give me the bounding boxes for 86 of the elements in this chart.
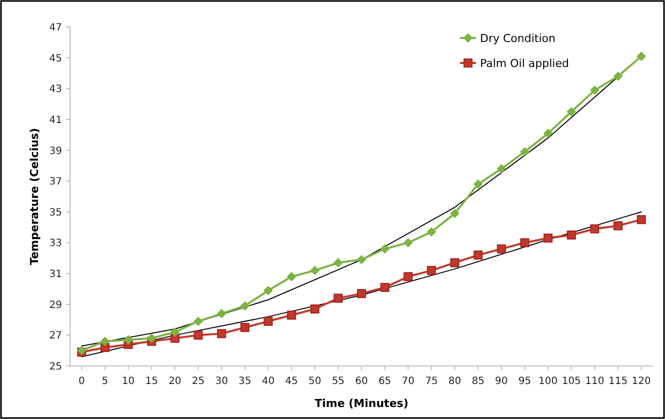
point [404,272,413,282]
point [217,329,226,338]
point [636,52,646,61]
x-tick-label: 20 [168,376,182,387]
legend-label: Palm Oil applied [480,56,569,70]
y-tick-label: 39 [49,146,62,157]
point [590,86,600,95]
x-tick-label: 90 [495,376,508,387]
point [496,244,506,254]
y-tick-label: 27 [49,330,62,342]
point [334,258,343,268]
point [614,72,623,81]
x-tick-label: 115 [608,376,628,387]
x-tick-label: 60 [355,376,368,387]
point [194,316,203,326]
x-tick-label: 0 [78,376,85,387]
y-tick-label: 37 [49,176,62,188]
point [544,128,553,138]
legend-label: Dry Condition [480,32,556,45]
point [380,282,390,292]
x-tick-label: 100 [538,376,558,387]
point [426,227,436,236]
y-tick-label: 33 [49,238,62,250]
x-tick-label: 95 [518,376,532,387]
point [170,328,180,337]
x-tick-label: 120 [632,376,651,387]
x-tick-label: 80 [448,376,462,387]
point [264,286,273,295]
point [240,301,250,310]
point [194,330,203,340]
point [474,250,483,260]
x-tick-label: 70 [402,376,415,387]
point [287,272,296,282]
x-tick-label: 35 [238,376,252,387]
point [590,224,600,234]
point [614,221,623,230]
point [566,230,576,240]
x-tick-label: 110 [585,376,604,387]
point [357,289,366,298]
x-tick-label: 65 [378,376,392,387]
point [450,208,460,218]
point [566,107,576,116]
y-tick-label: 43 [49,84,62,96]
y-axis-title: Temperature (Celcius) [28,128,41,265]
point [450,258,460,268]
point [287,310,296,320]
x-tick-label: 50 [308,376,322,387]
point [544,234,553,243]
x-tick-label: 85 [472,376,484,387]
point [474,180,483,189]
y-tick-label: 41 [49,114,62,126]
point [264,316,273,326]
point [636,215,646,224]
point [100,336,110,346]
point [520,147,530,156]
x-tick-label: 40 [262,376,275,387]
x-tick-label: 55 [332,376,345,387]
point [357,255,366,264]
x-tick-label: 30 [215,376,228,387]
point [404,238,413,248]
y-tick-label: 47 [49,22,62,34]
x-tick-label: 10 [122,376,135,387]
x-tick-label: 45 [285,376,298,387]
y-tick-label: 45 [49,53,62,64]
x-axis-title: Time (Minutes) [314,397,408,410]
x-tick-label: 75 [425,376,438,387]
y-tick-label: 25 [49,362,62,372]
y-tick-label: 35 [49,207,62,218]
x-tick-label: 25 [192,376,205,387]
point [496,164,506,174]
x-tick-label: 15 [145,376,158,387]
x-tick-label: 105 [562,376,581,387]
point [310,266,320,275]
point [334,294,343,303]
point [426,266,436,275]
y-tick-label: 31 [49,269,62,280]
point [240,322,250,332]
point [380,244,390,254]
point [520,238,530,248]
x-tick-label: 5 [102,376,108,387]
y-tick-label: 29 [49,300,62,311]
point [170,334,180,343]
point [124,335,133,344]
point [310,304,320,314]
point [147,334,156,343]
point [217,309,226,318]
